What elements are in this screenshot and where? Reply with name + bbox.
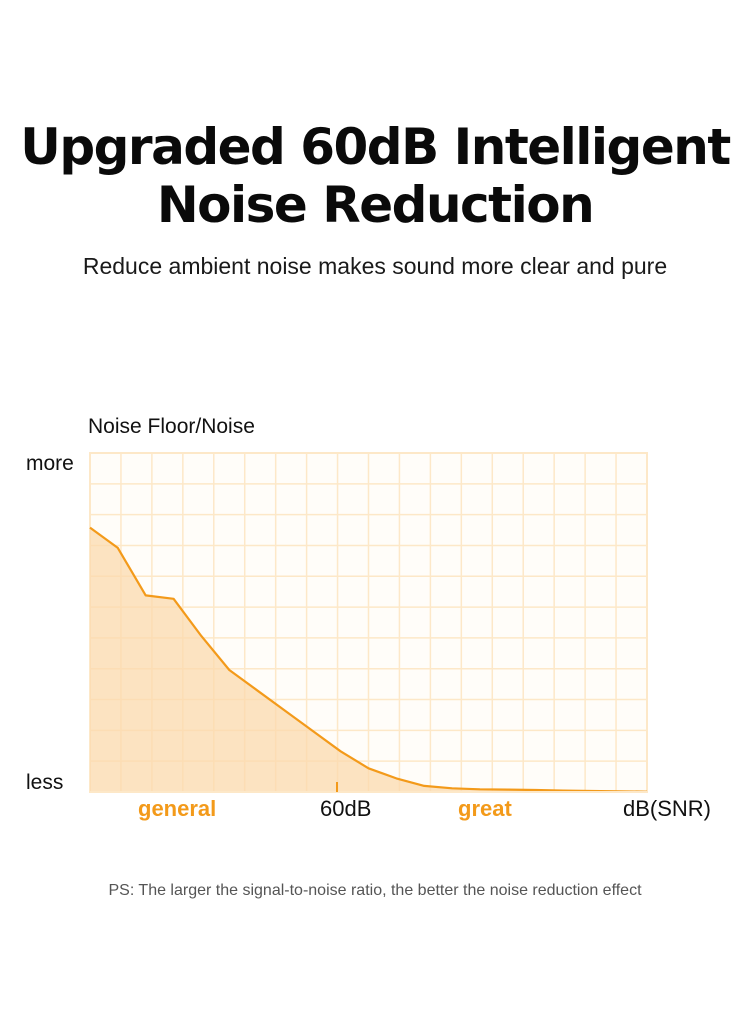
- y-tick-less: less: [26, 771, 64, 794]
- title-line-2: Noise Reduction: [156, 176, 595, 234]
- subtitle: Reduce ambient noise makes sound more cl…: [82, 253, 668, 279]
- y-tick-more: more: [26, 452, 74, 475]
- page-title: Upgraded 60dB Intelligent Noise Reductio…: [0, 118, 750, 234]
- x-category-general: general: [138, 796, 217, 821]
- noise-area-fill: [90, 527, 647, 792]
- noise-curve-line: [89, 526, 648, 793]
- x-axis-unit: dB(SNR): [623, 796, 712, 821]
- y-axis-label: Noise Floor/Noise: [88, 415, 255, 438]
- title-line-1: Upgraded 60dB Intelligent: [20, 118, 731, 176]
- x-category-great: great: [458, 796, 512, 821]
- footnote: PS: The larger the signal-to-noise ratio…: [108, 882, 642, 899]
- x-category-60db: 60dB: [320, 796, 372, 821]
